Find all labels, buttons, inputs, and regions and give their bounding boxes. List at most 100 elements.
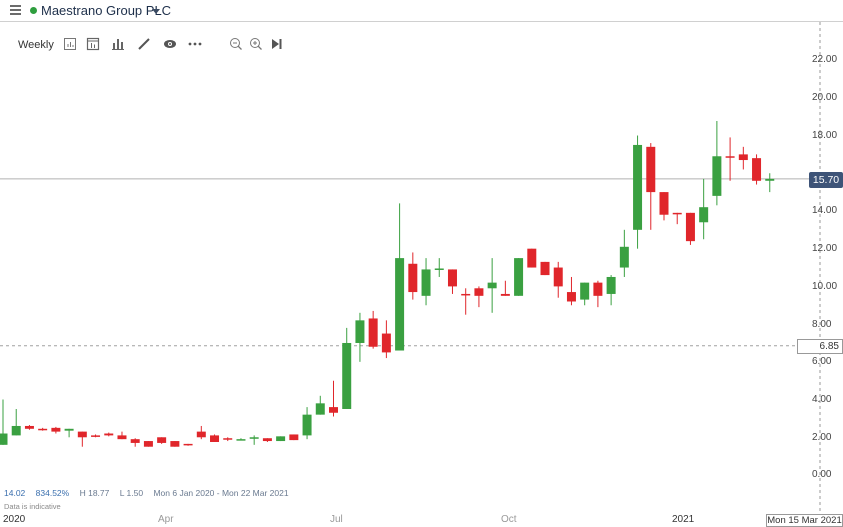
zoom-in-icon[interactable] bbox=[249, 37, 263, 51]
candle[interactable] bbox=[276, 436, 286, 442]
more-icon[interactable] bbox=[188, 37, 202, 51]
candle[interactable] bbox=[262, 438, 272, 442]
candle[interactable] bbox=[699, 207, 709, 223]
candle[interactable] bbox=[104, 433, 114, 436]
candle[interactable] bbox=[580, 282, 590, 300]
candle[interactable] bbox=[183, 443, 193, 446]
candle[interactable] bbox=[500, 293, 510, 296]
ohlc-summary: 14.02 834.52% H 18.77 L 1.50 Mon 6 Jan 2… bbox=[4, 488, 297, 498]
candle[interactable] bbox=[117, 435, 127, 440]
y-tick: 22.00 bbox=[812, 54, 838, 65]
low-value: L 1.50 bbox=[119, 488, 144, 498]
y-tick: 0.00 bbox=[812, 469, 832, 480]
change-percent: 834.52% bbox=[35, 488, 70, 498]
candle[interactable] bbox=[77, 431, 87, 438]
candle[interactable] bbox=[11, 425, 21, 436]
x-tick: 2020 bbox=[3, 514, 26, 525]
candle[interactable] bbox=[566, 292, 576, 302]
caret-down-icon[interactable] bbox=[152, 9, 160, 14]
x-tick: Jul bbox=[330, 514, 343, 525]
candle[interactable] bbox=[421, 269, 431, 296]
chart-type-icon[interactable] bbox=[63, 37, 77, 51]
candle[interactable] bbox=[91, 435, 101, 437]
hamburger-menu-icon[interactable] bbox=[10, 5, 21, 15]
y-tick: 14.00 bbox=[812, 205, 838, 216]
y-tick: 18.00 bbox=[812, 130, 838, 141]
candle[interactable] bbox=[633, 144, 643, 230]
x-tick: Apr bbox=[158, 514, 174, 525]
candle[interactable] bbox=[0, 433, 8, 445]
candle[interactable] bbox=[461, 293, 471, 296]
instrument-header: Maestrano Group PLC bbox=[0, 0, 843, 22]
candle[interactable] bbox=[447, 269, 457, 287]
candle[interactable] bbox=[51, 427, 61, 432]
bar-chart-icon[interactable] bbox=[111, 37, 125, 51]
candle[interactable] bbox=[540, 261, 550, 276]
high-value: H 18.77 bbox=[79, 488, 110, 498]
candle[interactable] bbox=[752, 158, 762, 181]
x-tick: 2021 bbox=[672, 514, 695, 525]
x-tick: Oct bbox=[501, 514, 517, 525]
candle[interactable] bbox=[289, 434, 299, 441]
candle[interactable] bbox=[646, 146, 656, 193]
candle[interactable] bbox=[712, 156, 722, 196]
eye-icon[interactable] bbox=[163, 37, 177, 51]
candle[interactable] bbox=[143, 441, 153, 447]
y-tick: 2.00 bbox=[812, 432, 832, 443]
candle[interactable] bbox=[24, 425, 34, 429]
draw-pencil-icon[interactable] bbox=[137, 37, 151, 51]
candle[interactable] bbox=[302, 414, 312, 436]
candle[interactable] bbox=[765, 178, 775, 181]
candle[interactable] bbox=[553, 267, 563, 287]
zoom-out-icon[interactable] bbox=[229, 37, 243, 51]
candle[interactable] bbox=[725, 156, 735, 158]
candle[interactable] bbox=[619, 246, 629, 268]
candle[interactable] bbox=[130, 439, 140, 443]
candle[interactable] bbox=[738, 154, 748, 161]
last-price: 14.02 bbox=[4, 488, 26, 498]
candle[interactable] bbox=[157, 437, 167, 443]
candle[interactable] bbox=[236, 439, 246, 441]
date-range: Mon 6 Jan 2020 - Mon 22 Mar 2021 bbox=[153, 488, 289, 498]
y-tick: 4.00 bbox=[812, 394, 832, 405]
candle[interactable] bbox=[381, 333, 391, 353]
candle[interactable] bbox=[170, 441, 180, 447]
candle[interactable] bbox=[342, 342, 352, 409]
crosshair-price-tag: 6.85 bbox=[797, 339, 843, 354]
candle[interactable] bbox=[210, 435, 220, 442]
jump-to-end-icon[interactable] bbox=[270, 37, 284, 51]
candle[interactable] bbox=[514, 258, 524, 296]
instrument-name[interactable]: Maestrano Group PLC bbox=[41, 3, 172, 18]
candle[interactable] bbox=[487, 282, 497, 289]
candle[interactable] bbox=[395, 258, 405, 351]
interval-selector[interactable]: Weekly bbox=[18, 39, 54, 51]
current-price-tag: 15.70 bbox=[809, 172, 843, 188]
y-tick: 20.00 bbox=[812, 92, 838, 103]
y-tick: 12.00 bbox=[812, 243, 838, 254]
candle[interactable] bbox=[368, 318, 378, 347]
candle[interactable] bbox=[355, 320, 365, 343]
candle[interactable] bbox=[64, 428, 74, 431]
candle[interactable] bbox=[408, 263, 418, 293]
candle[interactable] bbox=[315, 403, 325, 415]
candle[interactable] bbox=[38, 428, 48, 431]
candle[interactable] bbox=[434, 268, 444, 270]
candle[interactable] bbox=[474, 288, 484, 296]
market-status-dot bbox=[30, 7, 37, 14]
y-tick: 8.00 bbox=[812, 319, 832, 330]
candle[interactable] bbox=[606, 276, 616, 294]
candle[interactable] bbox=[249, 437, 259, 439]
candle[interactable] bbox=[659, 192, 669, 215]
candle[interactable] bbox=[196, 431, 206, 438]
candle[interactable] bbox=[672, 212, 682, 215]
candle[interactable] bbox=[329, 407, 338, 413]
y-tick: 6.00 bbox=[812, 356, 832, 367]
candle[interactable] bbox=[527, 248, 537, 268]
candle[interactable] bbox=[223, 438, 233, 440]
y-tick: 10.00 bbox=[812, 281, 838, 292]
candle[interactable] bbox=[685, 212, 695, 242]
candle[interactable] bbox=[593, 282, 603, 296]
indicators-icon[interactable] bbox=[86, 37, 100, 51]
